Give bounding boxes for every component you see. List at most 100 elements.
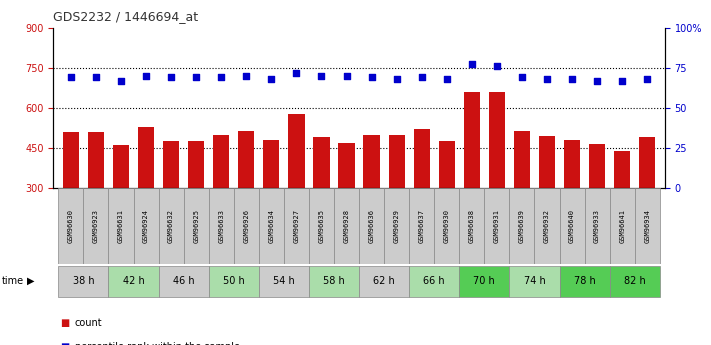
FancyBboxPatch shape bbox=[609, 188, 635, 264]
Text: GSM96933: GSM96933 bbox=[594, 209, 600, 243]
Bar bbox=[539, 136, 555, 268]
Text: ▶: ▶ bbox=[27, 276, 35, 286]
Text: 42 h: 42 h bbox=[122, 276, 144, 286]
FancyBboxPatch shape bbox=[334, 188, 359, 264]
Text: GSM96634: GSM96634 bbox=[268, 209, 274, 243]
Text: 58 h: 58 h bbox=[323, 276, 345, 286]
FancyBboxPatch shape bbox=[209, 188, 234, 264]
Bar bbox=[238, 130, 255, 268]
Point bbox=[316, 73, 327, 78]
Bar bbox=[514, 130, 530, 268]
Text: GSM96633: GSM96633 bbox=[218, 209, 224, 243]
Bar bbox=[338, 142, 355, 268]
Text: GSM96636: GSM96636 bbox=[368, 209, 375, 243]
FancyBboxPatch shape bbox=[409, 188, 434, 264]
FancyBboxPatch shape bbox=[635, 188, 660, 264]
FancyBboxPatch shape bbox=[159, 266, 209, 297]
Text: GSM96927: GSM96927 bbox=[294, 209, 299, 243]
FancyBboxPatch shape bbox=[560, 266, 609, 297]
Text: GSM96929: GSM96929 bbox=[394, 209, 400, 243]
Point bbox=[166, 75, 177, 80]
Point bbox=[416, 75, 427, 80]
FancyBboxPatch shape bbox=[58, 188, 83, 264]
Bar bbox=[113, 145, 129, 268]
Text: GSM96635: GSM96635 bbox=[319, 209, 324, 243]
FancyBboxPatch shape bbox=[234, 188, 259, 264]
FancyBboxPatch shape bbox=[409, 266, 459, 297]
FancyBboxPatch shape bbox=[159, 188, 183, 264]
FancyBboxPatch shape bbox=[459, 188, 484, 264]
FancyBboxPatch shape bbox=[109, 188, 134, 264]
Text: GSM96930: GSM96930 bbox=[444, 209, 450, 243]
FancyBboxPatch shape bbox=[309, 188, 334, 264]
Bar bbox=[464, 92, 480, 268]
Text: GSM96934: GSM96934 bbox=[644, 209, 651, 243]
Point bbox=[616, 78, 628, 83]
Text: GSM96932: GSM96932 bbox=[544, 209, 550, 243]
Bar bbox=[263, 140, 279, 268]
Point bbox=[491, 63, 503, 69]
Text: GSM96630: GSM96630 bbox=[68, 209, 74, 243]
FancyBboxPatch shape bbox=[58, 266, 109, 297]
Text: GSM96638: GSM96638 bbox=[469, 209, 475, 243]
Bar bbox=[288, 115, 304, 268]
Point bbox=[215, 75, 227, 80]
Point bbox=[391, 76, 402, 82]
FancyBboxPatch shape bbox=[183, 188, 209, 264]
FancyBboxPatch shape bbox=[284, 188, 309, 264]
Point bbox=[240, 73, 252, 78]
Text: percentile rank within the sample: percentile rank within the sample bbox=[75, 342, 240, 345]
Text: ■: ■ bbox=[60, 342, 70, 345]
Text: GSM96928: GSM96928 bbox=[343, 209, 350, 243]
Point bbox=[90, 75, 102, 80]
Text: 50 h: 50 h bbox=[223, 276, 245, 286]
FancyBboxPatch shape bbox=[459, 266, 509, 297]
Point bbox=[366, 75, 378, 80]
FancyBboxPatch shape bbox=[309, 266, 359, 297]
Point bbox=[191, 75, 202, 80]
Text: GSM96637: GSM96637 bbox=[419, 209, 424, 243]
Bar bbox=[63, 132, 79, 268]
FancyBboxPatch shape bbox=[560, 188, 584, 264]
Point bbox=[441, 76, 452, 82]
Bar bbox=[188, 141, 204, 268]
Bar bbox=[564, 140, 580, 268]
Bar bbox=[213, 135, 230, 268]
Point bbox=[516, 75, 528, 80]
Text: GSM96923: GSM96923 bbox=[93, 209, 99, 243]
Text: ■: ■ bbox=[60, 318, 70, 327]
FancyBboxPatch shape bbox=[359, 188, 384, 264]
Point bbox=[567, 76, 578, 82]
Bar bbox=[488, 92, 505, 268]
Bar bbox=[314, 137, 330, 268]
Text: time: time bbox=[1, 276, 23, 286]
Text: GSM96924: GSM96924 bbox=[143, 209, 149, 243]
Text: 38 h: 38 h bbox=[73, 276, 95, 286]
Bar bbox=[439, 141, 455, 268]
Text: GDS2232 / 1446694_at: GDS2232 / 1446694_at bbox=[53, 10, 198, 23]
Text: GSM96631: GSM96631 bbox=[118, 209, 124, 243]
Point bbox=[541, 76, 552, 82]
FancyBboxPatch shape bbox=[384, 188, 409, 264]
FancyBboxPatch shape bbox=[584, 188, 609, 264]
Bar bbox=[87, 132, 104, 268]
FancyBboxPatch shape bbox=[259, 188, 284, 264]
Bar bbox=[614, 150, 631, 268]
Text: count: count bbox=[75, 318, 102, 327]
Text: 70 h: 70 h bbox=[474, 276, 496, 286]
Point bbox=[291, 70, 302, 75]
Text: GSM96925: GSM96925 bbox=[193, 209, 199, 243]
Bar bbox=[589, 144, 605, 268]
Text: GSM96640: GSM96640 bbox=[569, 209, 575, 243]
FancyBboxPatch shape bbox=[484, 188, 509, 264]
Point bbox=[140, 73, 151, 78]
FancyBboxPatch shape bbox=[209, 266, 259, 297]
Text: GSM96926: GSM96926 bbox=[243, 209, 250, 243]
Bar bbox=[414, 129, 430, 268]
FancyBboxPatch shape bbox=[109, 266, 159, 297]
Text: 66 h: 66 h bbox=[424, 276, 445, 286]
Point bbox=[115, 78, 127, 83]
Bar bbox=[138, 127, 154, 268]
Point bbox=[65, 75, 77, 80]
Point bbox=[466, 62, 478, 67]
